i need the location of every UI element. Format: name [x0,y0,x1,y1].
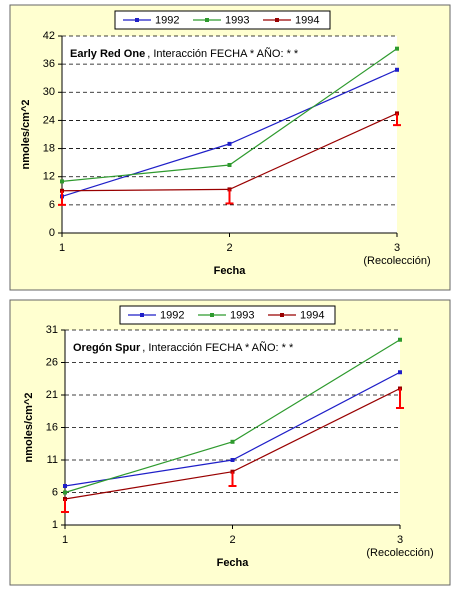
point [398,370,402,375]
legend [114,10,331,30]
x-tick-label: 2 [226,242,232,254]
y-tick-label: 24 [43,114,55,126]
y-tick-label: 36 [43,58,55,70]
point [230,458,235,462]
legend-marker [140,313,144,317]
y-tick-label: 0 [49,227,55,239]
y-tick-label: 12 [43,171,55,183]
legend-label: 1994 [300,309,324,321]
legend-marker [275,18,279,22]
plot-area [65,330,400,525]
x-tick-label: 1 [59,242,65,254]
annotation-text: , Interacción FECHA * AÑO: * * [142,341,294,354]
x-note: (Recolección) [366,547,433,559]
y-tick-label: 6 [52,486,58,498]
legend-label: 1993 [225,14,249,26]
point [63,490,67,495]
x-tick-label: 1 [62,534,68,546]
point [395,46,399,51]
y-axis-label: nmoles/cm^2 [20,99,32,169]
point [398,337,402,342]
legend-label: 1992 [160,309,184,321]
point [395,67,399,72]
y-tick-label: 26 [46,356,58,368]
point [60,179,64,184]
y-tick-label: 6 [49,199,55,211]
annotation-title: Oregón Spur [73,342,141,354]
y-tick-label: 11 [47,454,58,466]
legend-marker [135,18,139,22]
y-tick-label: 18 [43,142,55,154]
legend-marker [280,313,284,317]
legend-label: 1993 [230,309,254,321]
y-tick-label: 16 [46,421,58,433]
y-tick-label: 30 [43,86,55,98]
y-axis-label: nmoles/cm^2 [23,392,35,462]
y-tick-label: 1 [52,519,58,531]
x-axis-label: Fecha [214,265,247,277]
legend-label: 1992 [155,14,179,26]
x-tick-label: 2 [229,534,235,546]
legend-marker [205,18,209,22]
point [227,162,232,167]
x-note: (Recolección) [363,255,430,267]
x-tick-label: 3 [397,534,403,546]
point [63,484,67,488]
point [230,439,235,444]
annotation-title: Early Red One [70,48,145,60]
legend [119,305,336,325]
y-tick-label: 21 [46,389,58,401]
annotation-text: , Interacción FECHA * AÑO: * * [147,47,299,60]
legend-label: 1994 [295,14,319,26]
x-tick-label: 3 [394,242,400,254]
y-tick-label: 42 [43,30,55,42]
x-axis-label: Fecha [217,557,250,569]
legend-marker [210,313,214,317]
point [227,141,232,146]
y-tick-label: 31 [46,324,58,336]
